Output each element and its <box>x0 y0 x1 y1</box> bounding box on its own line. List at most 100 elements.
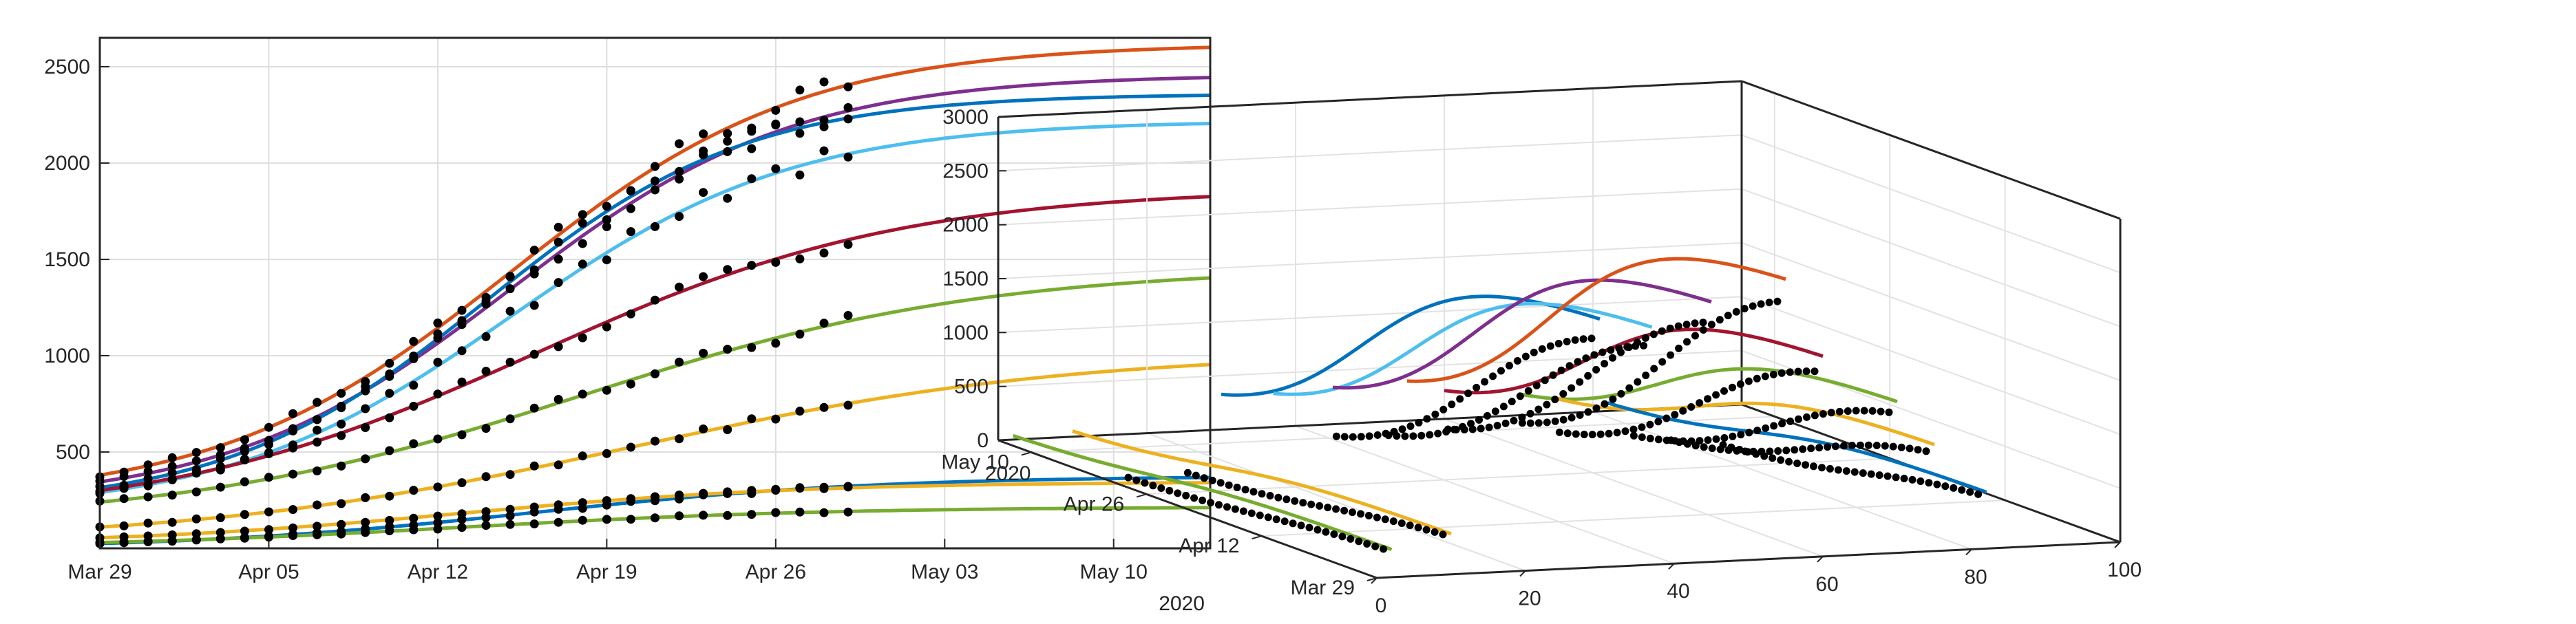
left-data-point <box>747 144 757 153</box>
left-data-point <box>795 129 805 138</box>
right-back-wall-z-grid <box>997 242 1742 279</box>
right-side-wall-z-grid <box>1741 188 2121 327</box>
right-data-point <box>1406 422 1415 430</box>
right-data-point <box>1720 434 1729 442</box>
right-data-point <box>1835 407 1844 416</box>
left-x-tick-label: Apr 12 <box>408 561 468 583</box>
right-data-point <box>1576 411 1584 419</box>
right-z-tick-label: 2500 <box>942 160 989 182</box>
left-data-point <box>337 389 346 398</box>
right-data-point <box>1613 429 1621 437</box>
left-data-point <box>119 521 129 530</box>
left-data-point <box>385 413 394 422</box>
right-x-tick-label: 100 <box>2107 559 2142 581</box>
right-data-point <box>1266 492 1274 499</box>
right-data-point <box>1897 443 1905 451</box>
left-data-point <box>723 265 732 275</box>
left-data-point <box>553 342 563 352</box>
right-x-tick-label: 60 <box>1815 573 1838 596</box>
left-data-point <box>337 519 346 529</box>
left-data-point <box>529 461 539 471</box>
left-data-point <box>481 521 491 530</box>
right-data-point <box>1484 411 1491 420</box>
left-data-point <box>602 322 611 332</box>
left-data-point <box>457 305 467 315</box>
left-data-point <box>795 330 805 339</box>
right-data-point <box>1621 427 1629 435</box>
right-back-wall-z-grid <box>997 188 1742 226</box>
left-data-point <box>505 414 515 424</box>
right-x-axis-line <box>1376 541 2121 579</box>
right-data-point <box>1590 351 1598 359</box>
left-data-point <box>843 239 853 249</box>
left-data-point <box>361 517 370 527</box>
right-data-point <box>1508 398 1516 406</box>
right-data-point <box>1708 444 1716 453</box>
right-data-point <box>1719 441 1727 449</box>
left-data-point <box>747 261 757 270</box>
right-data-point <box>1546 342 1554 350</box>
left-data-point <box>457 346 467 356</box>
right-data-point <box>1704 436 1712 444</box>
right-data-point <box>1565 362 1574 370</box>
left-data-point <box>747 127 757 136</box>
left-data-point <box>626 515 635 524</box>
left-data-point <box>771 164 781 173</box>
left-data-point <box>361 493 370 502</box>
right-z-tick-label: 1500 <box>942 268 989 290</box>
left-data-point <box>264 449 273 458</box>
left-data-point <box>481 507 491 517</box>
left-data-point <box>747 510 757 519</box>
right-data-point <box>1439 530 1447 539</box>
left-data-point <box>337 403 346 413</box>
right-data-point <box>1239 507 1247 515</box>
right-data-point <box>1601 360 1609 368</box>
right-data-point <box>1516 392 1524 400</box>
right-data-point <box>1658 358 1667 366</box>
right-data-point <box>1633 338 1641 347</box>
right-data-point <box>1371 542 1380 550</box>
left-data-point <box>578 451 587 461</box>
left-data-point <box>143 537 153 546</box>
left-data-point <box>337 461 346 471</box>
left-data-point <box>723 487 732 497</box>
left-y-tick-label: 1500 <box>44 248 90 271</box>
right-data-point <box>1908 475 1917 484</box>
right-data-point <box>1675 438 1683 447</box>
left-data-point <box>385 526 394 535</box>
left-data-point <box>675 166 684 176</box>
right-data-point <box>1464 389 1472 398</box>
left-data-point <box>675 491 684 499</box>
right-fit-line <box>1406 257 1786 383</box>
right-data-point <box>1330 530 1338 538</box>
left-data-point <box>723 345 732 354</box>
right-data-point <box>1827 409 1835 417</box>
left-data-point <box>747 414 757 424</box>
right-x-tick-label: 80 <box>1964 566 1987 588</box>
right-data-point <box>1667 351 1675 359</box>
left-data-point <box>433 329 443 338</box>
left-data-point <box>651 436 659 446</box>
right-data-point <box>1842 467 1850 475</box>
right-data-point <box>1349 433 1357 441</box>
left-data-point <box>699 272 708 281</box>
right-data-point <box>1398 425 1406 433</box>
right-data-point <box>1737 431 1745 439</box>
left-data-point <box>409 402 419 411</box>
right-data-point <box>1526 409 1534 418</box>
left-data-point <box>747 343 757 352</box>
right-data-point <box>1322 528 1330 536</box>
right-data-point <box>1667 436 1675 444</box>
right-data-point <box>1868 407 1877 415</box>
right-data-point <box>1588 431 1596 439</box>
left-data-point <box>723 136 732 146</box>
right-data-point <box>1596 430 1605 438</box>
left-data-point <box>385 372 394 381</box>
right-data-point <box>1534 405 1543 413</box>
left-data-point <box>553 237 563 247</box>
left-x-tick-label: Apr 19 <box>576 561 637 583</box>
right-data-point <box>1365 432 1373 440</box>
right-data-point <box>1571 336 1579 344</box>
right-data-point <box>1654 418 1662 426</box>
right-date-tick-label: May 10 <box>941 451 1009 473</box>
